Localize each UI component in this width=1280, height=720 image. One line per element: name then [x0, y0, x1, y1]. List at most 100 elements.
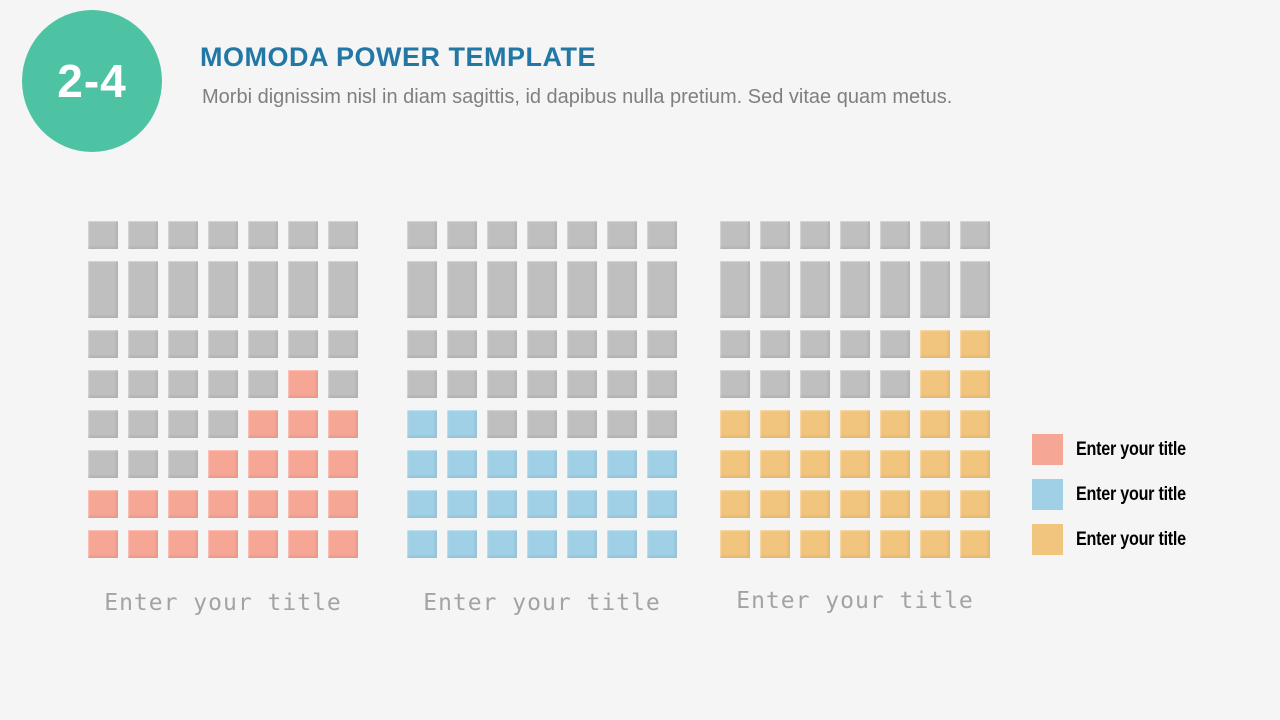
waffle-cell-highlighted	[328, 450, 358, 478]
waffle-cell-base	[527, 261, 557, 318]
waffle-cell-base	[328, 370, 358, 398]
waffle-cell-highlighted	[88, 530, 118, 558]
waffle-cell-base	[607, 410, 637, 438]
waffle-cell-highlighted	[880, 450, 910, 478]
waffle-cell-base	[208, 221, 238, 249]
waffle-cell-base	[208, 261, 238, 318]
waffle-cell-base	[407, 370, 437, 398]
waffle-cell-highlighted	[647, 450, 677, 478]
waffle-cell-base	[208, 410, 238, 438]
waffle-cell-base	[960, 221, 990, 249]
waffle-cell-base	[208, 330, 238, 358]
waffle-cell-base	[248, 330, 278, 358]
chart-3-caption[interactable]: Enter your title	[736, 588, 974, 614]
waffle-cell-highlighted	[208, 490, 238, 518]
waffle-cell-base	[960, 261, 990, 318]
waffle-cell-base	[840, 370, 870, 398]
waffle-cell-highlighted	[248, 450, 278, 478]
waffle-cell-highlighted	[960, 370, 990, 398]
waffle-cell-base	[567, 221, 597, 249]
waffle-cell-base	[447, 370, 477, 398]
waffle-cell-base	[328, 261, 358, 318]
waffle-cell-highlighted	[128, 530, 158, 558]
waffle-cell-base	[248, 370, 278, 398]
waffle-cell-base	[720, 370, 750, 398]
waffle-cell-base	[647, 221, 677, 249]
waffle-cell-highlighted	[567, 450, 597, 478]
waffle-cell-highlighted	[328, 530, 358, 558]
waffle-cell-highlighted	[128, 490, 158, 518]
waffle-chart-1	[88, 221, 358, 558]
waffle-cell-highlighted	[720, 450, 750, 478]
waffle-cell-highlighted	[800, 450, 830, 478]
waffle-cell-base	[328, 221, 358, 249]
legend-label[interactable]: Enter your title	[1076, 483, 1186, 505]
waffle-cell-highlighted	[168, 490, 198, 518]
waffle-cell-base	[920, 261, 950, 318]
waffle-cell-highlighted	[407, 450, 437, 478]
waffle-cell-base	[88, 450, 118, 478]
waffle-cell-base	[88, 370, 118, 398]
waffle-cell-base	[800, 330, 830, 358]
waffle-cell-base	[607, 370, 637, 398]
chart-1-caption[interactable]: Enter your title	[104, 590, 342, 616]
waffle-cell-highlighted	[720, 410, 750, 438]
waffle-cell-highlighted	[960, 490, 990, 518]
legend-label[interactable]: Enter your title	[1076, 438, 1186, 460]
waffle-cell-highlighted	[527, 490, 557, 518]
waffle-cell-base	[760, 370, 790, 398]
waffle-cell-highlighted	[760, 530, 790, 558]
waffle-cell-highlighted	[920, 490, 950, 518]
waffle-cell-base	[208, 370, 238, 398]
waffle-cell-base	[288, 330, 318, 358]
waffle-cell-highlighted	[208, 530, 238, 558]
section-number-badge: 2-4	[22, 10, 162, 152]
waffle-cell-highlighted	[960, 410, 990, 438]
waffle-cell-highlighted	[527, 450, 557, 478]
waffle-cell-highlighted	[920, 410, 950, 438]
waffle-cell-base	[840, 221, 870, 249]
waffle-cell-highlighted	[447, 530, 477, 558]
waffle-cell-highlighted	[88, 490, 118, 518]
legend-swatch-orange	[1032, 524, 1063, 555]
waffle-cell-highlighted	[760, 450, 790, 478]
waffle-cell-highlighted	[288, 530, 318, 558]
waffle-cell-base	[168, 221, 198, 249]
waffle-cell-base	[720, 330, 750, 358]
waffle-chart-3	[720, 221, 990, 558]
waffle-cell-highlighted	[288, 410, 318, 438]
waffle-cell-base	[407, 221, 437, 249]
waffle-cell-highlighted	[920, 330, 950, 358]
waffle-cell-highlighted	[407, 530, 437, 558]
waffle-cell-base	[527, 370, 557, 398]
waffle-cell-base	[760, 330, 790, 358]
waffle-cell-highlighted	[800, 490, 830, 518]
waffle-cell-base	[128, 450, 158, 478]
legend-item-blue: Enter your title	[1032, 479, 1205, 510]
legend-label[interactable]: Enter your title	[1076, 528, 1186, 550]
waffle-cell-highlighted	[840, 450, 870, 478]
waffle-cell-base	[128, 261, 158, 318]
waffle-cell-base	[567, 370, 597, 398]
waffle-cell-highlighted	[800, 410, 830, 438]
waffle-cell-highlighted	[840, 490, 870, 518]
waffle-cell-base	[760, 261, 790, 318]
waffle-cell-highlighted	[920, 450, 950, 478]
waffle-cell-base	[487, 410, 517, 438]
waffle-cell-highlighted	[720, 490, 750, 518]
waffle-cell-base	[487, 330, 517, 358]
chart-2-caption[interactable]: Enter your title	[423, 590, 661, 616]
waffle-cell-base	[88, 330, 118, 358]
waffle-cell-highlighted	[248, 490, 278, 518]
waffle-cell-base	[720, 221, 750, 249]
waffle-cell-highlighted	[407, 410, 437, 438]
waffle-cell-highlighted	[487, 450, 517, 478]
waffle-cell-base	[128, 410, 158, 438]
waffle-cell-base	[328, 330, 358, 358]
waffle-cell-base	[288, 221, 318, 249]
waffle-cell-highlighted	[288, 370, 318, 398]
waffle-cell-highlighted	[607, 450, 637, 478]
waffle-cell-highlighted	[567, 490, 597, 518]
waffle-cell-highlighted	[840, 530, 870, 558]
